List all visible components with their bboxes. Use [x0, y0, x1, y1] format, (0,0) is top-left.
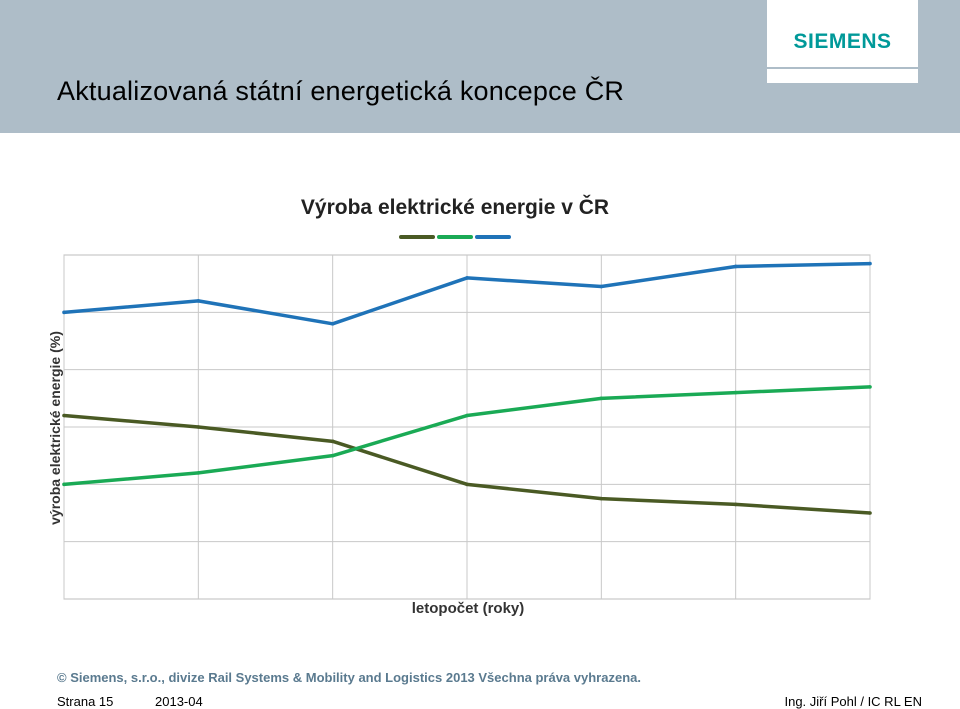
data-point	[62, 413, 66, 418]
logo-underline	[767, 69, 918, 83]
data-point	[733, 502, 738, 507]
footer-date: 2013-04	[155, 694, 203, 709]
data-point	[465, 413, 469, 418]
data-point	[599, 496, 604, 501]
data-point	[599, 284, 604, 289]
data-point	[599, 396, 604, 401]
data-point	[330, 439, 335, 444]
data-point	[196, 299, 201, 303]
data-point	[62, 482, 66, 487]
chart-title: Výroba elektrické energie v ČR	[300, 196, 610, 219]
slide-title: Aktualizovaná státní energetická koncepc…	[57, 76, 625, 106]
y-axis-label: výroba elektrické energie (%)	[47, 331, 63, 525]
data-point	[868, 511, 872, 515]
data-point	[868, 261, 872, 266]
logo-box: SIEMENS	[767, 0, 918, 67]
x-axis-label: letopočet (roky)	[411, 600, 525, 617]
page-number: Strana 15	[57, 694, 114, 709]
footer-author: Ing. Jiří Pohl / IC RL EN	[784, 694, 922, 709]
data-point	[733, 390, 738, 395]
data-point	[330, 453, 335, 458]
data-point	[196, 471, 201, 475]
data-point	[330, 322, 335, 326]
data-point	[465, 276, 469, 280]
data-point	[868, 385, 872, 389]
copyright-text: © Siemens, s.r.o., divize Rail Systems &…	[57, 670, 641, 685]
data-point	[62, 310, 66, 315]
footer-left: Strana 15 2013-04	[57, 694, 241, 709]
siemens-logo: SIEMENS	[793, 30, 892, 53]
data-point	[196, 425, 201, 429]
data-point	[465, 482, 469, 487]
data-point	[733, 264, 738, 269]
